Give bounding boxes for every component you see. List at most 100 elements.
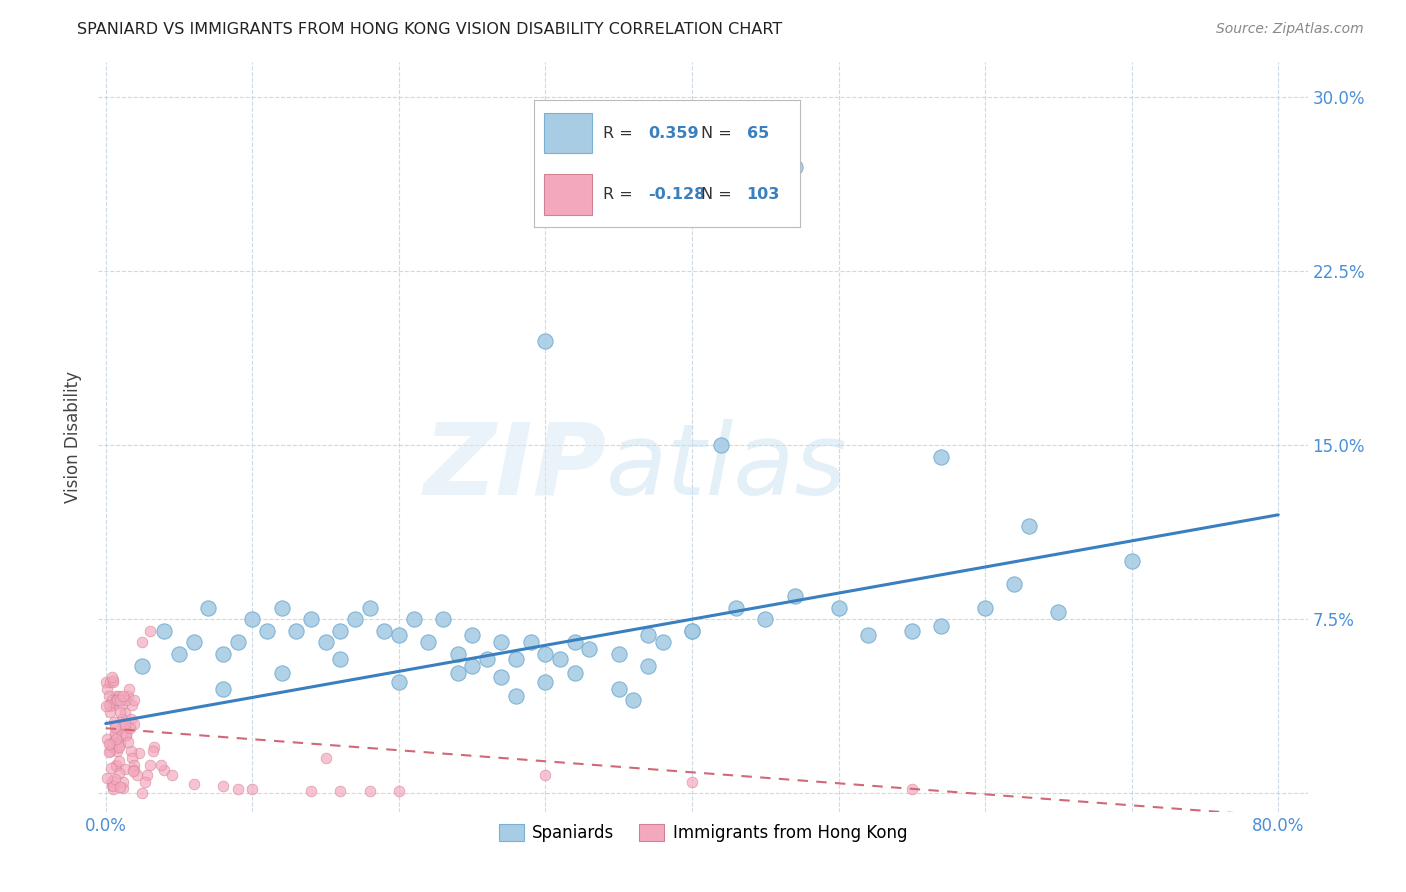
Point: [110, 705, 132, 719]
Point: [901, 781, 924, 796]
Point: [607, 647, 630, 661]
Point: [637, 658, 659, 673]
Point: [122, 764, 145, 778]
Point: [100, 670, 122, 684]
Point: [100, 693, 122, 707]
Point: [117, 721, 139, 735]
Point: [131, 635, 153, 649]
Point: [110, 735, 132, 749]
Point: [103, 726, 125, 740]
Point: [681, 624, 703, 638]
Point: [167, 647, 190, 661]
Point: [107, 693, 129, 707]
Point: [101, 673, 124, 687]
Point: [534, 647, 557, 661]
Point: [121, 751, 143, 765]
Point: [548, 651, 571, 665]
Point: [1018, 519, 1040, 533]
Point: [114, 706, 136, 721]
Point: [461, 628, 484, 642]
Point: [329, 651, 352, 665]
Point: [114, 716, 136, 731]
Point: [121, 698, 143, 712]
Point: [131, 658, 153, 673]
Point: [112, 689, 135, 703]
Point: [212, 681, 235, 696]
Point: [681, 624, 703, 638]
Point: [621, 693, 644, 707]
Point: [388, 674, 411, 689]
Point: [135, 767, 157, 781]
Point: [1004, 577, 1026, 591]
Point: [974, 600, 997, 615]
Point: [240, 612, 263, 626]
Point: [100, 739, 122, 753]
Point: [104, 720, 127, 734]
Point: [315, 751, 337, 765]
Point: [505, 651, 527, 665]
Point: [929, 450, 952, 464]
Point: [710, 438, 733, 452]
Point: [98, 699, 121, 714]
Point: [105, 689, 128, 703]
Point: [856, 628, 879, 642]
Point: [402, 612, 425, 626]
Point: [97, 689, 120, 703]
Point: [534, 674, 557, 689]
Point: [754, 612, 776, 626]
Point: [329, 784, 352, 798]
Point: [105, 691, 128, 706]
Point: [101, 674, 124, 689]
Point: [142, 744, 165, 758]
Point: [98, 744, 121, 758]
Point: [98, 674, 121, 689]
Point: [105, 693, 128, 707]
Point: [122, 693, 145, 707]
Point: [101, 780, 124, 794]
Point: [153, 763, 176, 777]
Point: [901, 624, 924, 638]
Point: [681, 774, 703, 789]
Point: [115, 693, 138, 707]
Point: [104, 740, 127, 755]
Text: SPANIARD VS IMMIGRANTS FROM HONG KONG VISION DISABILITY CORRELATION CHART: SPANIARD VS IMMIGRANTS FROM HONG KONG VI…: [77, 22, 783, 37]
Point: [108, 766, 131, 780]
Point: [96, 771, 118, 785]
Point: [94, 699, 117, 714]
Point: [256, 624, 278, 638]
Point: [97, 737, 120, 751]
Point: [108, 754, 131, 768]
Point: [114, 762, 136, 776]
Point: [110, 693, 132, 707]
Point: [96, 732, 118, 747]
Point: [100, 739, 122, 754]
Point: [1121, 554, 1143, 568]
Point: [359, 784, 381, 798]
Point: [108, 689, 131, 703]
Point: [475, 651, 498, 665]
Point: [160, 767, 183, 781]
Point: [143, 739, 166, 754]
Point: [104, 772, 127, 786]
Point: [103, 728, 125, 742]
Point: [120, 744, 142, 758]
Point: [138, 624, 160, 638]
Point: [183, 777, 205, 791]
Point: [97, 698, 120, 712]
Point: [105, 759, 128, 773]
Point: [491, 635, 513, 649]
Point: [212, 647, 235, 661]
Point: [783, 589, 806, 603]
Point: [197, 600, 219, 615]
Point: [111, 712, 134, 726]
Point: [120, 712, 142, 726]
Point: [100, 778, 122, 792]
Point: [125, 767, 148, 781]
Point: [112, 716, 135, 731]
Point: [120, 721, 142, 735]
Point: [388, 784, 411, 798]
Point: [101, 698, 124, 712]
Point: [343, 612, 366, 626]
Point: [461, 658, 484, 673]
Point: [359, 600, 381, 615]
